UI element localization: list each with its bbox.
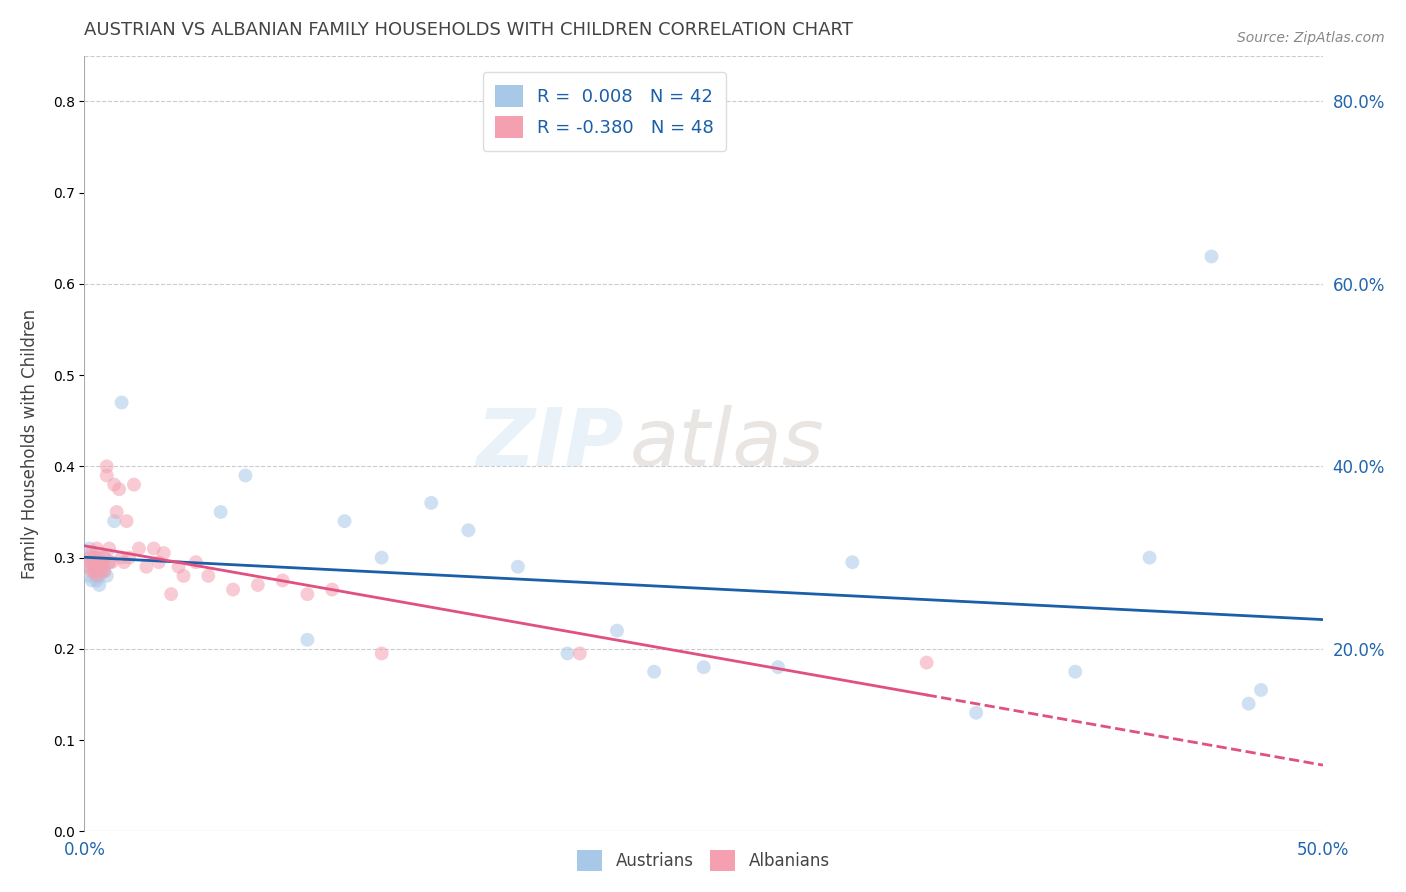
- Point: [80, 564, 103, 578]
- Point: [79, 550, 101, 565]
- Point: [76, 559, 98, 574]
- Point: [115, 514, 138, 528]
- Point: [1237, 697, 1260, 711]
- Point: [98, 541, 121, 556]
- Point: [321, 582, 343, 597]
- Point: [370, 550, 392, 565]
- Point: [89, 578, 111, 592]
- Point: [841, 555, 863, 569]
- Point: [76, 555, 98, 569]
- Point: [184, 555, 207, 569]
- Point: [89, 569, 111, 583]
- Point: [93, 550, 115, 565]
- Point: [965, 706, 987, 720]
- Point: [457, 523, 479, 537]
- Point: [86, 574, 108, 588]
- Point: [89, 550, 111, 565]
- Point: [89, 559, 111, 574]
- Point: [96, 569, 118, 583]
- Point: [80, 546, 103, 560]
- Point: [118, 550, 141, 565]
- Point: [122, 477, 145, 491]
- Point: [93, 564, 115, 578]
- Point: [420, 496, 443, 510]
- Y-axis label: Family Households with Children: Family Households with Children: [21, 309, 39, 579]
- Point: [173, 569, 195, 583]
- Point: [643, 665, 665, 679]
- Point: [222, 582, 245, 597]
- Point: [86, 555, 108, 569]
- Point: [271, 574, 294, 588]
- Point: [297, 632, 319, 647]
- Point: [79, 569, 101, 583]
- Text: AUSTRIAN VS ALBANIAN FAMILY HOUSEHOLDS WITH CHILDREN CORRELATION CHART: AUSTRIAN VS ALBANIAN FAMILY HOUSEHOLDS W…: [84, 21, 853, 39]
- Point: [235, 468, 257, 483]
- Point: [135, 559, 157, 574]
- Point: [105, 505, 128, 519]
- Point: [160, 587, 183, 601]
- Point: [370, 647, 392, 661]
- Point: [96, 468, 118, 483]
- Point: [110, 550, 132, 565]
- Point: [90, 564, 112, 578]
- Point: [83, 564, 105, 578]
- Point: [100, 555, 122, 569]
- Legend: Austrians, Albanians: Austrians, Albanians: [571, 844, 837, 878]
- Text: ZIP: ZIP: [475, 405, 623, 483]
- Point: [98, 555, 121, 569]
- Point: [692, 660, 714, 674]
- Point: [1139, 550, 1161, 565]
- Text: atlas: atlas: [630, 405, 824, 483]
- Point: [90, 555, 112, 569]
- Point: [246, 578, 269, 592]
- Point: [333, 514, 356, 528]
- Point: [110, 395, 132, 409]
- Point: [148, 555, 170, 569]
- Point: [606, 624, 628, 638]
- Point: [79, 541, 101, 556]
- Point: [86, 569, 108, 583]
- Point: [167, 559, 190, 574]
- Point: [86, 555, 108, 569]
- Point: [103, 477, 125, 491]
- Point: [86, 541, 108, 556]
- Point: [96, 459, 118, 474]
- Point: [83, 559, 105, 574]
- Point: [83, 550, 105, 565]
- Point: [209, 505, 232, 519]
- Point: [568, 647, 591, 661]
- Text: Source: ZipAtlas.com: Source: ZipAtlas.com: [1237, 31, 1385, 45]
- Point: [506, 559, 529, 574]
- Point: [79, 555, 101, 569]
- Point: [142, 541, 165, 556]
- Point: [112, 555, 135, 569]
- Point: [128, 541, 150, 556]
- Point: [557, 647, 579, 661]
- Point: [83, 550, 105, 565]
- Point: [80, 555, 103, 569]
- Point: [1250, 682, 1272, 697]
- Point: [90, 555, 112, 569]
- Point: [89, 564, 111, 578]
- Point: [83, 564, 105, 578]
- Point: [103, 514, 125, 528]
- Point: [86, 564, 108, 578]
- Point: [83, 559, 105, 574]
- Point: [90, 559, 112, 574]
- Point: [915, 656, 938, 670]
- Point: [1064, 665, 1087, 679]
- Point: [152, 546, 174, 560]
- Point: [93, 550, 115, 565]
- Point: [1201, 250, 1223, 264]
- Point: [766, 660, 789, 674]
- Point: [98, 555, 121, 569]
- Point: [297, 587, 319, 601]
- Point: [80, 574, 103, 588]
- Point: [197, 569, 219, 583]
- Point: [93, 564, 115, 578]
- Point: [108, 482, 131, 496]
